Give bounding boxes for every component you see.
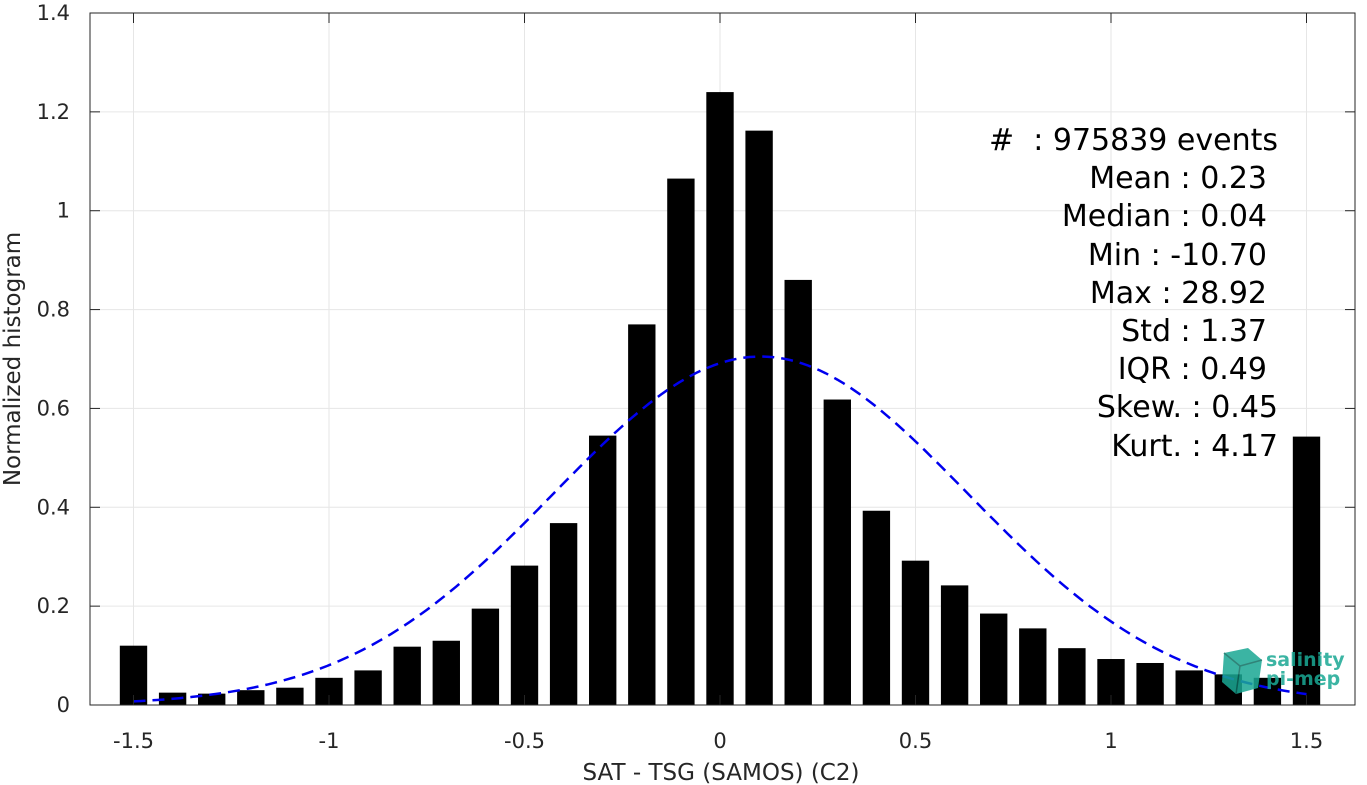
- stat-iqr: IQR : 0.49: [1118, 352, 1267, 387]
- histogram-bar: [549, 523, 578, 705]
- histogram-bar: [784, 279, 812, 705]
- logo-cube-icon: [1222, 648, 1262, 694]
- logo-text-salinity: salinity: [1266, 649, 1345, 671]
- histogram-bar: [354, 670, 382, 705]
- histogram-bar: [823, 399, 851, 705]
- stat-kurt: Kurt. : 4.17: [1111, 429, 1278, 464]
- histogram-bar: [862, 510, 891, 705]
- y-tick-label: 0.6: [37, 396, 70, 420]
- histogram-bar: [510, 565, 539, 705]
- x-tick-label: 0: [713, 729, 726, 753]
- y-tick-label: 0.2: [37, 594, 70, 618]
- y-tick-label: 1: [57, 199, 70, 223]
- histogram-bar: [980, 613, 1008, 705]
- histogram-bar: [901, 560, 930, 705]
- histogram-bar: [237, 690, 265, 705]
- stat-skew: Skew. : 0.45: [1097, 390, 1278, 425]
- histogram-bar: [276, 687, 304, 705]
- histogram-bar: [471, 608, 500, 705]
- stat-min: Min : -10.70: [1088, 238, 1267, 273]
- histogram-bar: [1136, 662, 1164, 705]
- histogram-bar: [706, 92, 734, 706]
- stat-max: Max : 28.92: [1090, 276, 1267, 311]
- salinity-pi-mep-logo: salinity pi-mep: [1222, 648, 1345, 695]
- stat-median: Median : 0.04: [1062, 199, 1267, 234]
- stats-box: # : 975839 events Mean : 0.23 Median : 0…: [989, 123, 1278, 464]
- histogram-bar: [393, 646, 421, 705]
- x-tick-label: -1: [319, 729, 340, 753]
- histogram-bar: [432, 640, 460, 705]
- x-tick-label: 1.5: [1290, 729, 1323, 753]
- y-tick-label: 0.8: [37, 298, 70, 322]
- histogram-bar: [1019, 628, 1047, 705]
- histogram-bars: [119, 92, 1321, 706]
- stat-events: # : 975839 events: [989, 123, 1278, 158]
- axis-ticks: -1.5 -1 -0.5 0 0.5 1 1.5 0 0.2 0.4 0.6 0.8 1 1.2 1.4: [37, 1, 1355, 753]
- y-tick-label: 1.4: [37, 1, 70, 25]
- y-tick-label: 0.4: [37, 495, 70, 519]
- histogram-bar: [940, 585, 969, 705]
- histogram-bar: [1292, 436, 1321, 705]
- histogram-bar: [198, 693, 226, 705]
- stat-std: Std : 1.37: [1121, 314, 1267, 349]
- logo-text-pi-mep: pi-mep: [1266, 668, 1340, 690]
- stat-mean: Mean : 0.23: [1089, 161, 1267, 196]
- x-axis-label: SAT - TSG (SAMOS) (C2): [583, 760, 860, 785]
- y-axis-label: Normalized histogram: [0, 232, 26, 486]
- plot-frame: [89, 12, 1356, 706]
- x-tick-label: -1.5: [113, 729, 154, 753]
- y-tick-label: 1.2: [37, 100, 70, 124]
- gaussian-fit-curve: [133, 355, 1307, 703]
- logo-cube-edge: [1235, 665, 1241, 695]
- y-tick-label: 0: [57, 693, 70, 717]
- histogram-bar: [1058, 648, 1086, 705]
- x-tick-label: -0.5: [504, 729, 545, 753]
- histogram-bar: [1175, 670, 1203, 705]
- histogram-bar: [589, 435, 617, 705]
- histogram-bar: [667, 178, 695, 706]
- x-tick-label: 1: [1104, 729, 1117, 753]
- histogram-bar: [745, 130, 773, 705]
- x-tick-label: 0.5: [899, 729, 932, 753]
- histogram-bar: [628, 324, 656, 705]
